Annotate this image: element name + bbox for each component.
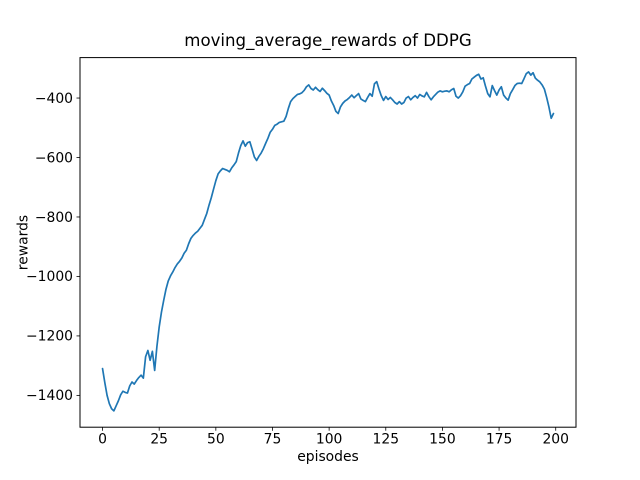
x-tick-label: 0	[98, 432, 107, 448]
y-tick-label: −600	[35, 150, 73, 166]
y-tick-label: −1000	[26, 269, 73, 285]
x-tick-label: 50	[207, 432, 225, 448]
chart-title: moving_average_rewards of DDPG	[184, 31, 472, 50]
line-series	[101, 71, 555, 412]
axes-spines	[79, 57, 577, 428]
y-axis-label: rewards	[15, 214, 32, 271]
x-tick-label: 100	[316, 432, 343, 448]
y-tick-label: −1200	[26, 329, 73, 345]
x-tick-label: 75	[264, 432, 282, 448]
x-tick-label: 175	[486, 432, 513, 448]
y-tick-label: −400	[35, 91, 73, 107]
x-axis-label: episodes	[297, 449, 359, 465]
x-tick-label: 200	[542, 432, 569, 448]
y-tick-label: −1400	[26, 388, 73, 404]
y-tick-label: −800	[35, 210, 73, 226]
x-tick-label: 125	[373, 432, 400, 448]
x-tick-label: 25	[150, 432, 168, 448]
x-tick-label: 150	[429, 432, 456, 448]
